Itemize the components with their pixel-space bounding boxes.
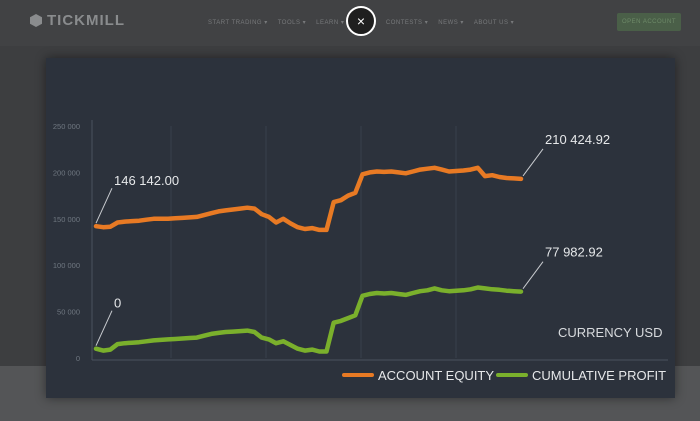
currency-annotation: CURRENCY USD bbox=[558, 325, 663, 340]
nav-tools[interactable]: TOOLS ▾ bbox=[277, 20, 307, 26]
nav-contests[interactable]: CONTESTS ▾ bbox=[385, 20, 429, 26]
end-value-label: 77 982.92 bbox=[545, 245, 603, 260]
equity-chart: 250 000 200 000 150 000 100 000 50 000 0 146 1… bbox=[53, 120, 668, 383]
series-line-cumulative-profit bbox=[93, 285, 524, 354]
chart-modal: 250 000 200 000 150 000 100 000 50 000 0 146 1… bbox=[46, 58, 675, 398]
y-tick-label: 50 000 bbox=[57, 308, 80, 317]
start-label-leader bbox=[95, 310, 113, 346]
start-value-label: 146 142.00 bbox=[114, 173, 179, 188]
start-label-leader bbox=[95, 188, 113, 224]
y-tick-label: 0 bbox=[76, 354, 80, 363]
hexagon-logo-icon bbox=[30, 14, 42, 27]
y-tick-label: 150 000 bbox=[53, 215, 80, 224]
end-value-label: 210 424.92 bbox=[545, 132, 610, 147]
nav-news[interactable]: NEWS ▾ bbox=[438, 20, 464, 26]
nav-learn[interactable]: LEARN ▾ bbox=[316, 20, 345, 26]
series-line-account-equity bbox=[93, 165, 524, 233]
logo-text: TICKMILL bbox=[47, 12, 125, 29]
legend-label: ACCOUNT EQUITY bbox=[378, 368, 494, 383]
nav-about-us[interactable]: ABOUT US ▾ bbox=[473, 20, 515, 26]
open-account-button[interactable]: OPEN ACCOUNT bbox=[617, 13, 681, 31]
close-button[interactable]: × bbox=[346, 6, 376, 36]
end-label-leader bbox=[522, 148, 544, 177]
end-label-leader bbox=[522, 261, 544, 289]
site-header: TICKMILL START TRADING ▾ TOOLS ▾ LEARN ▾… bbox=[0, 0, 700, 46]
y-tick-label: 200 000 bbox=[53, 168, 80, 177]
start-value-label: 0 bbox=[114, 296, 121, 311]
nav-start-trading[interactable]: START TRADING ▾ bbox=[208, 20, 268, 26]
y-tick-label: 250 000 bbox=[53, 122, 80, 131]
legend-label: CUMULATIVE PROFIT bbox=[532, 368, 666, 383]
tickmill-logo[interactable]: TICKMILL bbox=[30, 12, 125, 29]
close-icon: × bbox=[356, 13, 366, 29]
y-tick-label: 100 000 bbox=[53, 261, 80, 270]
